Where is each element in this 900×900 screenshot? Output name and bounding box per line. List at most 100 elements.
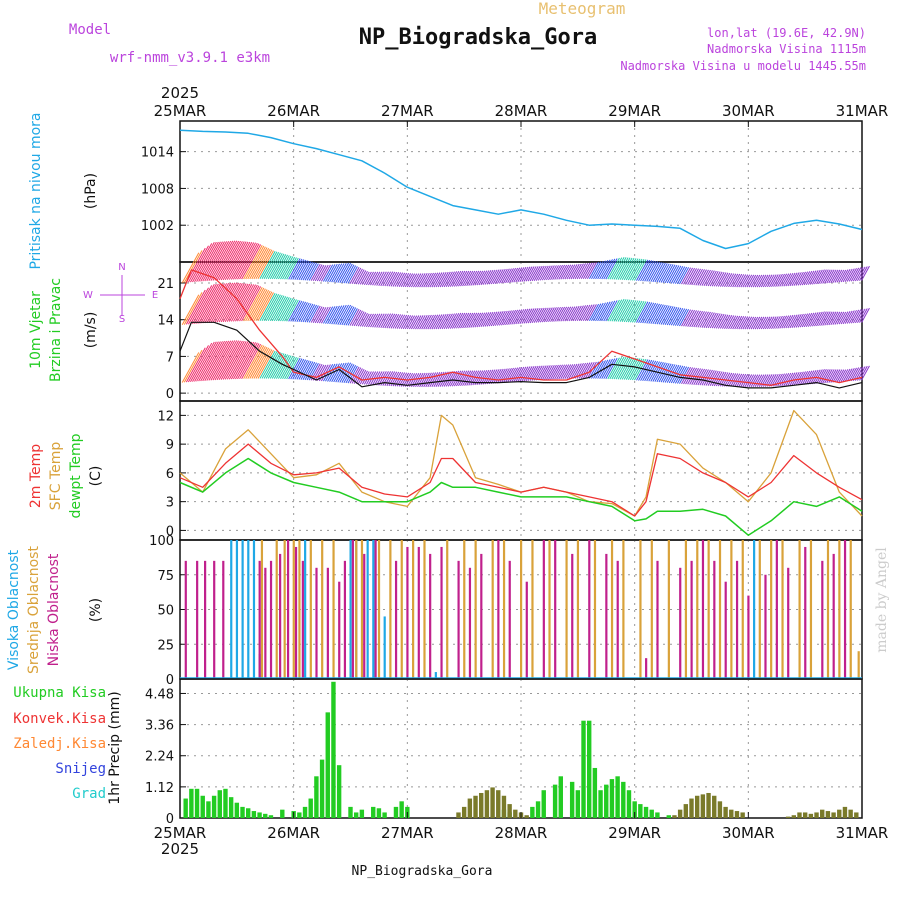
wind-barb	[237, 342, 258, 380]
wind-barb	[263, 351, 280, 379]
wind-barb	[517, 308, 527, 325]
wind-barb	[509, 267, 519, 283]
cloud-bar	[554, 540, 557, 679]
precip-bar	[371, 806, 376, 818]
wind-barb	[683, 309, 694, 327]
wind-barb	[447, 370, 458, 387]
dewpt-line	[179, 457, 863, 536]
wind-barb	[337, 262, 350, 283]
wind-barb	[789, 314, 798, 329]
wind-barb	[687, 310, 698, 327]
wind-barb	[431, 314, 441, 330]
precip-bar	[336, 765, 342, 818]
wind-barb	[699, 311, 709, 328]
wind-barb	[730, 273, 739, 288]
wind-barb	[194, 283, 217, 325]
wind-barb	[466, 270, 476, 287]
cloud-bar	[548, 540, 551, 679]
cloud-bar	[241, 540, 244, 679]
wind-barb	[396, 272, 406, 287]
cloud-bar	[684, 540, 688, 679]
cloud-bar	[701, 540, 705, 679]
wind-barb	[756, 274, 765, 288]
wind-barb	[670, 265, 682, 284]
wind-barb	[531, 265, 541, 282]
wind-barb	[707, 270, 717, 287]
wind-barb	[750, 374, 759, 388]
wind-barb	[339, 362, 352, 383]
wind-barb	[282, 298, 296, 322]
wind-barb	[734, 273, 743, 288]
cloud-bar	[525, 581, 528, 679]
wind-barb	[638, 259, 651, 282]
wind-barb	[627, 258, 641, 281]
wind-barb	[607, 357, 620, 380]
wind-barb	[286, 299, 299, 322]
wind-barb	[719, 272, 729, 287]
wind-barb	[748, 274, 757, 288]
cloud-bar	[383, 616, 386, 679]
cloud-bar	[468, 567, 472, 679]
wind-barb	[445, 371, 455, 387]
wind-barb	[775, 315, 783, 329]
precip-bar	[496, 790, 501, 818]
wind-barb	[724, 315, 733, 329]
wind-barb	[799, 371, 809, 386]
wind-barb	[760, 274, 769, 288]
wind-barb	[756, 316, 765, 330]
wind-barb	[335, 304, 347, 325]
wind-barb	[513, 267, 523, 283]
precip-bar	[837, 809, 842, 818]
wind-barb	[611, 256, 625, 280]
wind-barb	[226, 241, 249, 280]
wind-barb	[648, 261, 660, 282]
wind-barb	[439, 313, 449, 330]
precip-bar	[717, 801, 723, 818]
wind-barb	[736, 316, 745, 330]
wind-barb	[603, 358, 616, 379]
wind-barb	[705, 312, 715, 329]
wind-barb	[435, 314, 445, 330]
wind-barb	[443, 271, 453, 288]
wind-barb	[631, 259, 645, 281]
precip-bar	[393, 806, 399, 818]
pressure-panel: 1002 1008 1014 Pritisak na nivou mora (hPa)	[28, 112, 863, 270]
wind-barb	[803, 270, 813, 286]
wind-barb	[850, 309, 860, 324]
wind-barb	[838, 269, 847, 283]
wind-barb	[646, 303, 659, 324]
wind-barb	[408, 273, 418, 288]
wind-barb	[560, 306, 570, 322]
wind-barb	[644, 260, 657, 282]
wind-barb	[586, 304, 597, 321]
wind-barb	[347, 308, 358, 326]
wind-barb	[423, 272, 432, 288]
wind-barb	[488, 311, 498, 327]
wind-barb	[652, 262, 664, 283]
cloud-bar	[826, 540, 830, 679]
wind-barb	[310, 305, 321, 323]
y-label-dewpt: dewpt Temp	[68, 433, 84, 518]
wind-barb	[648, 303, 660, 324]
wind-barb	[417, 273, 426, 288]
precip-bar	[621, 781, 626, 818]
precip-bar	[700, 794, 706, 818]
cloud-bar	[565, 540, 568, 679]
wind-barb	[593, 360, 604, 379]
wind-barb	[347, 266, 358, 284]
wind-barb	[486, 269, 496, 285]
wind-barb	[717, 314, 727, 329]
wind-barb	[308, 305, 319, 323]
x-tick-label: 30MAR	[722, 824, 775, 842]
wind-barb	[615, 257, 629, 280]
wind-barb	[693, 268, 703, 286]
wind-barb	[550, 307, 559, 322]
x-tick-label: 28MAR	[495, 102, 548, 120]
precip-bar	[348, 806, 353, 818]
wind-barb	[807, 270, 817, 285]
wind-barb	[584, 262, 595, 280]
wind-barb	[196, 241, 219, 282]
wind-barb	[458, 370, 468, 387]
wind-barb	[818, 269, 827, 285]
wind-barb	[427, 372, 437, 388]
